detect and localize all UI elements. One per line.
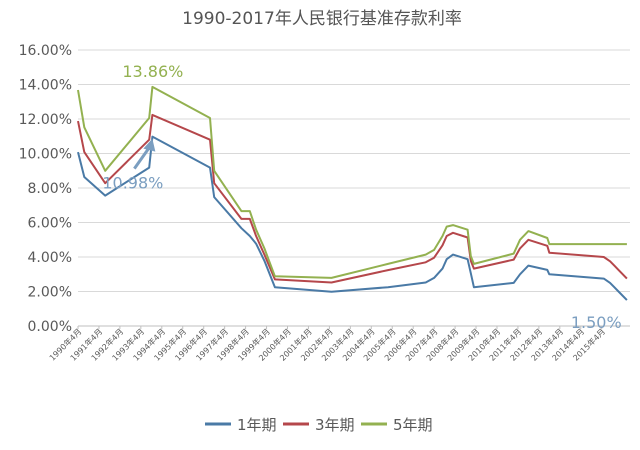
y-tick-label: 12.00% — [19, 112, 72, 128]
annotations: 13.86% 10.98% 1.50% — [102, 62, 621, 332]
legend-label-2: 3年期 — [315, 416, 355, 434]
y-tick-label: 10.00% — [19, 147, 72, 163]
y-tick-label: 16.00% — [19, 43, 72, 59]
annotation-peak-5y: 13.86% — [122, 62, 183, 81]
y-tick-label: 6.00% — [28, 216, 72, 232]
x-axis: 1990年4月1991年4月1992年4月1993年4月1994年4月1995年… — [47, 326, 607, 363]
series-lines — [77, 85, 628, 301]
y-tick-label: 14.00% — [19, 78, 72, 94]
gridlines — [78, 49, 630, 327]
y-tick-label: 8.00% — [28, 181, 72, 197]
y-tick-label: 2.00% — [28, 285, 72, 301]
y-tick-label: 4.00% — [28, 250, 72, 266]
annotation-peak-1y: 10.98% — [102, 174, 163, 193]
series-line-1 — [77, 135, 628, 301]
legend-label-1: 1年期 — [237, 416, 277, 434]
chart-title: 1990-2017年人民银行基准存款利率 — [182, 9, 462, 29]
legend: 1年期 3年期 5年期 — [205, 416, 433, 434]
annotation-end-1y: 1.50% — [571, 313, 622, 332]
annotation-arrow-head — [143, 138, 156, 152]
series-line-3 — [77, 85, 627, 279]
series-line-2 — [77, 113, 628, 284]
y-tick-label: 0.00% — [28, 319, 72, 335]
y-axis: 0.00% 2.00% 4.00% 6.00% 8.00% 10.00% 12.00% 14.… — [19, 43, 72, 335]
legend-label-3: 5年期 — [393, 416, 433, 434]
